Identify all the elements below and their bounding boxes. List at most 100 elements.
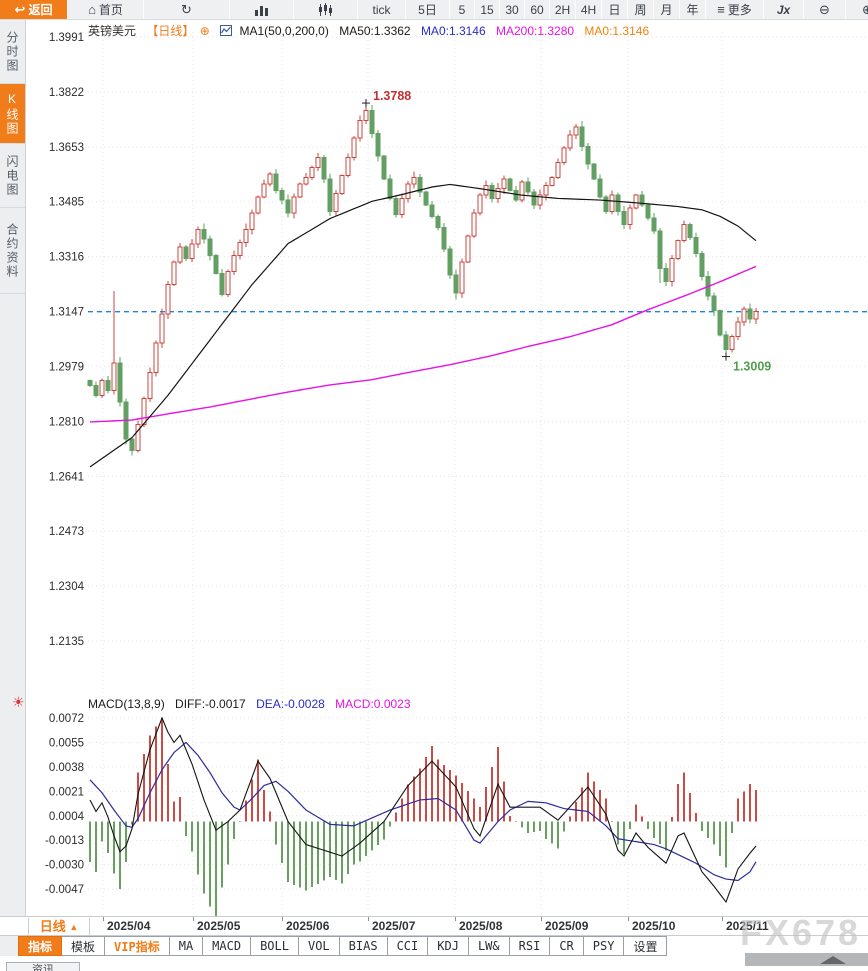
svg-text:1.3147: 1.3147 <box>49 307 84 319</box>
ma-settings-label: MA1(50,0,200,0) <box>239 24 329 38</box>
time-axis-label: 2025/10 <box>632 919 676 933</box>
home-button[interactable]: ⌂ 首页 <box>68 0 144 19</box>
tab-vol[interactable]: VOL <box>298 936 340 956</box>
macd-legend: MACD(13,8,9) DIFF:-0.0017 DEA:-0.0028 MA… <box>88 697 418 711</box>
tab-news[interactable]: 资讯 <box>6 962 80 971</box>
diff-value: DIFF:-0.0017 <box>175 697 246 711</box>
tab-templates[interactable]: 模板 <box>62 936 106 956</box>
tab-time-chart[interactable]: 分时图 <box>0 20 25 84</box>
svg-text:0.0021: 0.0021 <box>49 786 84 798</box>
zoom-in-button[interactable]: ⊕ <box>846 0 868 19</box>
period-month-button[interactable]: 月 <box>654 0 680 19</box>
candle-chart-button[interactable] <box>294 0 358 19</box>
symbol-name: 英镑美元 <box>88 24 137 38</box>
back-button[interactable]: ↩ 返回 <box>0 0 68 19</box>
tab-bias[interactable]: BIAS <box>339 936 388 956</box>
ma0-value-blue: MA0:1.3146 <box>420 24 486 38</box>
time-axis-label: 2025/05 <box>197 919 241 933</box>
tab-settings[interactable]: 设置 <box>624 936 668 956</box>
tab-kdj[interactable]: KDJ <box>428 936 469 956</box>
price-axis-labels: 1.3991 1.3822 1.3653 1.3485 1.3316 1.3147 1.29… <box>45 32 85 896</box>
home-icon: ⌂ <box>88 2 96 17</box>
time-axis-tick <box>628 917 629 921</box>
candlestick-icon <box>319 2 332 16</box>
time-axis-label: 2025/06 <box>286 919 330 933</box>
collapse-panel-button[interactable] <box>745 953 868 966</box>
indicator-settings-icon[interactable]: ☀ <box>12 694 25 710</box>
ma200-value: MA200:1.3280 <box>496 24 575 38</box>
tab-boll[interactable]: BOLL <box>251 936 299 956</box>
ma200-line <box>89 265 757 423</box>
tab-psy[interactable]: PSY <box>583 936 625 956</box>
macd-value: MACD:0.0023 <box>335 697 411 711</box>
period-year-button[interactable]: 年 <box>680 0 706 19</box>
interval-selector[interactable]: 日线 ▲ <box>28 918 90 935</box>
svg-text:1.2135: 1.2135 <box>49 636 84 648</box>
more-button[interactable]: ≡ 更多 <box>706 0 764 19</box>
svg-text:0.0038: 0.0038 <box>49 762 84 774</box>
period-day-button[interactable]: 日 <box>602 0 628 19</box>
back-arrow-icon: ↩ <box>14 2 26 17</box>
time-axis-tick <box>193 917 194 921</box>
svg-text:1.3788: 1.3788 <box>373 89 411 103</box>
add-compare-icon[interactable]: ⊕ <box>199 24 210 38</box>
tab-cr[interactable]: CR <box>550 936 584 956</box>
time-axis-tick <box>541 917 542 921</box>
svg-text:1.2979: 1.2979 <box>49 361 84 373</box>
svg-text:0.0004: 0.0004 <box>49 811 85 823</box>
time-axis-label: 2025/08 <box>459 919 503 933</box>
svg-text:1.3653: 1.3653 <box>49 142 84 154</box>
tab-lw[interactable]: LW& <box>468 936 510 956</box>
period-5d-button[interactable]: 5日 <box>406 0 450 19</box>
time-axis-tick <box>103 917 104 921</box>
chart-type-sidebar: 分时图 K线图 闪电图 合约资料 <box>0 20 26 956</box>
period-5-button[interactable]: 5 <box>450 0 475 19</box>
time-axis-label: 2025/04 <box>107 919 151 933</box>
zoom-in-icon: ⊕ <box>862 2 868 17</box>
macd-params: MACD(13,8,9) <box>88 697 165 711</box>
svg-text:-0.0047: -0.0047 <box>45 884 84 896</box>
menu-icon: ≡ <box>717 2 725 17</box>
indicator-fx-button[interactable]: Jx <box>764 0 804 19</box>
period-30-button[interactable]: 30 <box>500 0 525 19</box>
tab-vip[interactable]: VIP指标 <box>105 936 170 956</box>
tab-macd[interactable]: MACD <box>203 936 252 956</box>
svg-text:1.2304: 1.2304 <box>49 581 85 593</box>
low-annotation: 1.3009 <box>722 352 771 374</box>
svg-text:0.0072: 0.0072 <box>49 713 84 725</box>
svg-text:1.2473: 1.2473 <box>49 526 84 538</box>
zoom-out-icon: ⊖ <box>819 2 830 17</box>
time-axis-row: 日线 ▲ 2025/04 2025/05 2025/06 2025/07 2025/08… <box>0 916 868 936</box>
time-axis-tick <box>368 917 369 921</box>
period-4h-button[interactable]: 4H <box>576 0 602 19</box>
time-axis-label: 2025/09 <box>545 919 589 933</box>
period-15-button[interactable]: 15 <box>475 0 500 19</box>
svg-text:1.3485: 1.3485 <box>49 197 84 209</box>
price-macd-chart[interactable]: 1.3991 1.3822 1.3653 1.3485 1.3316 1.3147 1.29… <box>26 20 868 916</box>
period-60-button[interactable]: 60 <box>525 0 550 19</box>
ma50-value: MA50:1.3362 <box>339 24 411 38</box>
period-2h-button[interactable]: 2H <box>550 0 576 19</box>
time-axis-tick <box>722 917 723 921</box>
refresh-button[interactable]: ↻ <box>144 0 230 19</box>
tab-lightning-chart[interactable]: 闪电图 <box>0 144 25 208</box>
bar-chart-button[interactable] <box>230 0 294 19</box>
tab-cci[interactable]: CCI <box>387 936 429 956</box>
svg-text:-0.0030: -0.0030 <box>45 860 84 872</box>
svg-text:-0.0013: -0.0013 <box>45 835 84 847</box>
indicator-tab-bar: 指标 模板 VIP指标 MA MACD BOLL VOL BIAS CCI KDJ LW& RSI CR… <box>18 936 668 956</box>
tick-button[interactable]: tick <box>358 0 406 19</box>
svg-text:1.3009: 1.3009 <box>733 360 771 374</box>
arrow-up-icon <box>820 956 846 964</box>
zoom-out-button[interactable]: ⊖ <box>804 0 846 19</box>
candlestick-series <box>87 103 759 456</box>
tab-kline-chart[interactable]: K线图 <box>0 84 25 144</box>
tab-rsi[interactable]: RSI <box>509 936 551 956</box>
tab-contract-info[interactable]: 合约资料 <box>0 208 25 294</box>
high-annotation: 1.3788 <box>362 89 411 108</box>
tab-ma[interactable]: MA <box>169 936 204 956</box>
tab-indicators[interactable]: 指标 <box>18 936 63 956</box>
period-week-button[interactable]: 周 <box>628 0 654 19</box>
time-axis-label: 2025/07 <box>372 919 416 933</box>
